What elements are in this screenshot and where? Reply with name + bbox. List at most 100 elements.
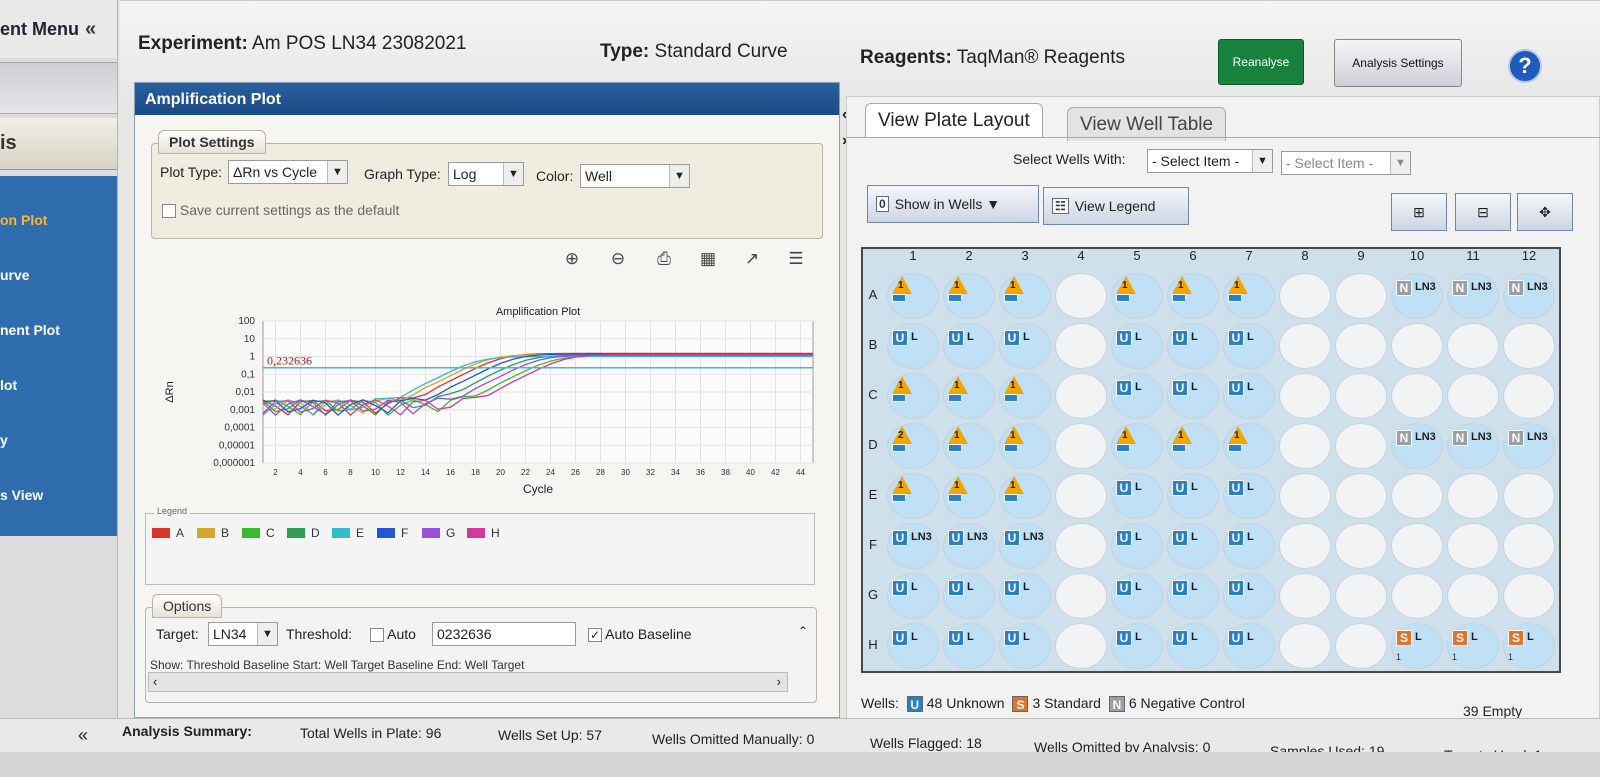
scroll-up-icon[interactable]: ⌃ (797, 624, 808, 638)
scroll-right-icon[interactable]: › (776, 674, 781, 689)
row-header[interactable]: H (868, 637, 878, 652)
nav-item-y[interactable]: y (0, 431, 8, 448)
plot-type-select[interactable]: ΔRn vs Cycle ▼ (228, 160, 348, 184)
column-header[interactable]: 8 (1301, 248, 1309, 263)
well-H4[interactable] (1055, 623, 1107, 669)
well-E12[interactable] (1503, 473, 1555, 519)
well-D4[interactable] (1055, 423, 1107, 469)
well-A6[interactable]: 1 (1167, 273, 1219, 319)
well-A2[interactable]: 1 (943, 273, 995, 319)
well-B12[interactable] (1503, 323, 1555, 369)
threshold-input[interactable]: 0232636 (432, 622, 576, 646)
horizontal-scrollbar[interactable]: ‹ › (148, 672, 788, 692)
well-B8[interactable] (1279, 323, 1331, 369)
well-E8[interactable] (1279, 473, 1331, 519)
column-header[interactable]: 4 (1077, 248, 1085, 263)
show-options-row[interactable]: Show: Threshold Baseline Start: Well Tar… (150, 658, 525, 672)
tab-view-well-table[interactable]: View Well Table (1067, 107, 1227, 141)
well-E1[interactable]: 1 (887, 473, 939, 519)
collapse-icon[interactable]: « (85, 17, 97, 40)
nav-item-component-plot[interactable]: nent Plot (0, 321, 60, 338)
target-select[interactable]: LN34 ▼ (208, 622, 278, 646)
nav-section[interactable]: is (0, 118, 117, 170)
row-header[interactable]: B (868, 337, 878, 352)
auto-baseline-row[interactable]: ✓ Auto Baseline (588, 626, 692, 643)
column-header[interactable]: 9 (1357, 248, 1365, 263)
auto-baseline-checkbox[interactable]: ✓ (588, 628, 602, 643)
well-F8[interactable] (1279, 523, 1331, 569)
legend-toggle-icon[interactable]: ☰ (788, 249, 804, 268)
legend-item[interactable]: H (467, 526, 500, 540)
well-C11[interactable] (1447, 373, 1499, 419)
well-C4[interactable] (1055, 373, 1107, 419)
well-C9[interactable] (1335, 373, 1387, 419)
row-header[interactable]: G (867, 587, 879, 602)
well-D7[interactable]: 1 (1223, 423, 1275, 469)
row-header[interactable]: E (868, 487, 878, 502)
auto-threshold-row[interactable]: Auto (370, 626, 416, 643)
well-C8[interactable] (1279, 373, 1331, 419)
well-D3[interactable]: 1 (999, 423, 1051, 469)
well-D8[interactable] (1279, 423, 1331, 469)
collapse-summary-icon[interactable]: « (78, 725, 89, 745)
well-A8[interactable] (1279, 273, 1331, 319)
well-E3[interactable]: 1 (999, 473, 1051, 519)
well-F10[interactable] (1391, 523, 1443, 569)
save-image-icon[interactable]: ▦ (699, 249, 717, 268)
select-wells-dropdown-2[interactable]: - Select Item - ▼ (1281, 151, 1411, 175)
select-wells-dropdown-1[interactable]: - Select Item - ▼ (1147, 149, 1273, 173)
view-legend-button[interactable]: ☷ View Legend (1043, 187, 1189, 225)
zoom-out-plate-button[interactable]: ⊟ (1455, 193, 1511, 231)
well-G8[interactable] (1279, 573, 1331, 619)
well-A5[interactable]: 1 (1111, 273, 1163, 319)
row-header[interactable]: F (869, 537, 877, 552)
well-F3[interactable]: U LN3 (999, 523, 1051, 569)
reanalyse-button[interactable]: Reanalyse (1218, 39, 1304, 85)
column-header[interactable]: 3 (1021, 248, 1029, 263)
legend-item[interactable]: B (197, 526, 229, 540)
fit-plate-button[interactable]: ✥ (1517, 193, 1573, 231)
nav-header[interactable]: ent Menu « (0, 0, 117, 58)
well-E9[interactable] (1335, 473, 1387, 519)
options-tab[interactable]: Options (152, 594, 223, 618)
well-F11[interactable] (1447, 523, 1499, 569)
nav-item-view[interactable]: s View (0, 486, 44, 503)
nav-blank-item[interactable] (0, 62, 117, 114)
well-C1[interactable]: 1 (887, 373, 939, 419)
well-A3[interactable]: 1 (999, 273, 1051, 319)
well-G10[interactable] (1391, 573, 1443, 619)
row-header[interactable]: C (868, 387, 878, 402)
well-G12[interactable] (1503, 573, 1555, 619)
legend-item[interactable]: F (377, 526, 408, 540)
scroll-left-icon[interactable]: ‹ (153, 674, 158, 689)
show-in-wells-button[interactable]: 0 Show in Wells ▼ (867, 185, 1039, 223)
well-F2[interactable]: U LN3 (943, 523, 995, 569)
legend-item[interactable]: C (242, 526, 275, 540)
well-D5[interactable]: 1 (1111, 423, 1163, 469)
zoom-out-icon[interactable]: ⊖ (610, 249, 626, 268)
zoom-in-icon[interactable]: ⊕ (564, 249, 580, 268)
column-header[interactable]: 1 (909, 248, 917, 263)
column-header[interactable]: 10 (1409, 248, 1425, 263)
nav-item-standard-curve[interactable]: urve (0, 266, 30, 283)
well-G9[interactable] (1335, 573, 1387, 619)
well-B11[interactable] (1447, 323, 1499, 369)
well-A1[interactable]: 1 (887, 273, 939, 319)
well-F1[interactable]: U LN3 (887, 523, 939, 569)
